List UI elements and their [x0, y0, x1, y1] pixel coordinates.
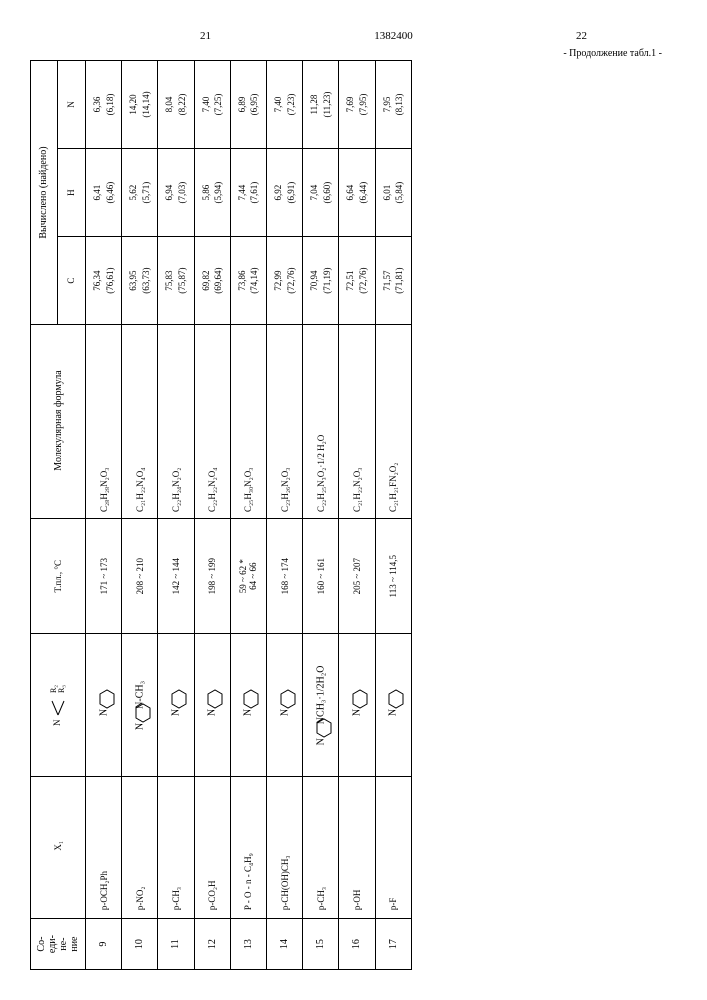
- cell-C: 72,51(72,76): [339, 237, 375, 325]
- cell-C: 76,34(76,61): [86, 237, 122, 325]
- cell-mol: C₂₂H₂₅N₃O₂·1/2 H₂O: [303, 325, 339, 519]
- cell-tpl: 171 ~ 173: [86, 518, 122, 634]
- header-x1: X₁: [31, 777, 86, 919]
- cell-x1: p-NO₂: [122, 777, 158, 919]
- cell-x1: p-OCH₂Ph: [86, 777, 122, 919]
- cell-tpl: 205 ~ 207: [339, 518, 375, 634]
- table-row: 9p-OCH₂PhN171 ~ 173C₂₈H₂₈N₂O₃76,34(76,61…: [86, 61, 122, 970]
- cell-id: 9: [86, 919, 122, 970]
- cell-nr: N: [86, 634, 122, 777]
- cell-mol: C₂₈H₂₈N₂O₃: [86, 325, 122, 519]
- cell-mol: C₂₂H₂₂N₂O₄: [194, 325, 230, 519]
- cell-H: 5,86(5,94): [194, 149, 230, 237]
- cell-id: 17: [375, 919, 411, 970]
- cell-id: 15: [303, 919, 339, 970]
- cell-nr: N: [158, 634, 194, 777]
- header-calc-found: Вычислено (найдено): [31, 61, 58, 325]
- table-row: 14p-CH(OH)CH₃N168 ~ 174C₂₃H₂₆N₂O₃72,99(7…: [266, 61, 302, 970]
- header-nr2r3: N R₂ R₃: [31, 634, 86, 777]
- cell-x1: p-CH(OH)CH₃: [266, 777, 302, 919]
- cell-nr: N: [266, 634, 302, 777]
- cell-N: 7,95(8,13): [375, 61, 411, 149]
- cell-N: 8,04(8,22): [158, 61, 194, 149]
- cell-x1: p-CH₃: [303, 777, 339, 919]
- table-row: 13P - O - n - C₄H₉N59 ~ 62 *64 ~ 66C₂₅H₃…: [230, 61, 266, 970]
- cell-x1: p-OH: [339, 777, 375, 919]
- patent-number: 1382400: [374, 30, 413, 42]
- cell-tpl: 168 ~ 174: [266, 518, 302, 634]
- table-row: 16p-OHN205 ~ 207C₂₁H₂₂N₂O₃72,51(72,76)6,…: [339, 61, 375, 970]
- cell-id: 10: [122, 919, 158, 970]
- cell-nr: NNCH₃·1/2H₂O: [303, 634, 339, 777]
- cell-tpl: 198 ~ 199: [194, 518, 230, 634]
- cell-x1: p-CH₃: [158, 777, 194, 919]
- cell-mol: C₂₃H₂₆N₂O₃: [266, 325, 302, 519]
- cell-mol: C₂₁H₂₂N₄O₄: [122, 325, 158, 519]
- cell-N: 7,69(7,95): [339, 61, 375, 149]
- cell-tpl: 113 ~ 114,5: [375, 518, 411, 634]
- cell-id: 13: [230, 919, 266, 970]
- cell-mol: C₂₁H₂₁FN₂O₂: [375, 325, 411, 519]
- table-row: 17p-FN113 ~ 114,5C₂₁H₂₁FN₂O₂71,57(71,81)…: [375, 61, 411, 970]
- cell-mol: C₂₁H₂₂N₂O₃: [339, 325, 375, 519]
- cell-N: 6,36(6,18): [86, 61, 122, 149]
- table-row: 12p-CO₂HN198 ~ 199C₂₂H₂₂N₂O₄69,82(69,64)…: [194, 61, 230, 970]
- cell-C: 72,99(72,76): [266, 237, 302, 325]
- cell-H: 6,41(6,46): [86, 149, 122, 237]
- cell-N: 7,40(7,23): [266, 61, 302, 149]
- cell-mol: C₂₂H₂₄N₂O₂: [158, 325, 194, 519]
- cell-N: 11,28(11,23): [303, 61, 339, 149]
- cell-nr: NN-CH₃: [122, 634, 158, 777]
- table-row: 10p-NO₂NN-CH₃208 ~ 210C₂₁H₂₂N₄O₄63,95(63…: [122, 61, 158, 970]
- header-N-elem: N: [57, 61, 85, 149]
- compound-table: Со-еди-не-ние X₁ N R₂ R₃ Т.пл., °С Молек…: [30, 60, 412, 970]
- cell-x1: P - O - n - C₄H₉: [230, 777, 266, 919]
- cell-C: 73,86(74,14): [230, 237, 266, 325]
- cell-H: 6,01(5,84): [375, 149, 411, 237]
- cell-C: 75,83(75,87): [158, 237, 194, 325]
- cell-H: 7,04(6,60): [303, 149, 339, 237]
- cell-id: 14: [266, 919, 302, 970]
- cell-tpl: 160 ~ 161: [303, 518, 339, 634]
- cell-id: 16: [339, 919, 375, 970]
- header-H: H: [57, 149, 85, 237]
- table-row: 15p-CH₃NNCH₃·1/2H₂O160 ~ 161C₂₂H₂₅N₃O₂·1…: [303, 61, 339, 970]
- cell-C: 63,95(63,73): [122, 237, 158, 325]
- cell-N: 7,40(7,25): [194, 61, 230, 149]
- cell-C: 69,82(69,64): [194, 237, 230, 325]
- cell-mol: C₂₅H₃₀N₂O₃: [230, 325, 266, 519]
- table-rotated-container: Со-еди-не-ние X₁ N R₂ R₃ Т.пл., °С Молек…: [30, 60, 412, 970]
- cell-tpl: 59 ~ 62 *64 ~ 66: [230, 518, 266, 634]
- cell-tpl: 142 ~ 144: [158, 518, 194, 634]
- cell-x1: p-F: [375, 777, 411, 919]
- cell-tpl: 208 ~ 210: [122, 518, 158, 634]
- cell-N: 6,89(6,95): [230, 61, 266, 149]
- cell-nr: N: [339, 634, 375, 777]
- header-N: N: [52, 720, 62, 727]
- header-compound: Со-еди-не-ние: [31, 919, 86, 970]
- table-continuation-label: - Продолжение табл.1 -: [20, 48, 662, 59]
- cell-id: 12: [194, 919, 230, 970]
- cell-id: 11: [158, 919, 194, 970]
- header-tpl: Т.пл., °С: [31, 518, 86, 634]
- cell-H: 6,92(6,91): [266, 149, 302, 237]
- page-left-num: 21: [200, 30, 211, 42]
- cell-nr: N: [194, 634, 230, 777]
- cell-nr: N: [375, 634, 411, 777]
- page-right-num: 22: [576, 30, 587, 42]
- header-r3: R₃: [57, 685, 66, 693]
- table-row: 11p-CH₃N142 ~ 144C₂₂H₂₄N₂O₂75,83(75,87)6…: [158, 61, 194, 970]
- cell-C: 70,94(71,19): [303, 237, 339, 325]
- cell-H: 6,94(7,03): [158, 149, 194, 237]
- cell-N: 14,20(14,14): [122, 61, 158, 149]
- cell-H: 7,44(7,61): [230, 149, 266, 237]
- cell-nr: N: [230, 634, 266, 777]
- page-header: 21 1382400 22: [200, 30, 587, 42]
- header-mol: Молекулярная формула: [31, 325, 86, 519]
- cell-H: 5,62(5,71): [122, 149, 158, 237]
- cell-x1: p-CO₂H: [194, 777, 230, 919]
- cell-C: 71,57(71,81): [375, 237, 411, 325]
- cell-H: 6,64(6,44): [339, 149, 375, 237]
- header-C: C: [57, 237, 85, 325]
